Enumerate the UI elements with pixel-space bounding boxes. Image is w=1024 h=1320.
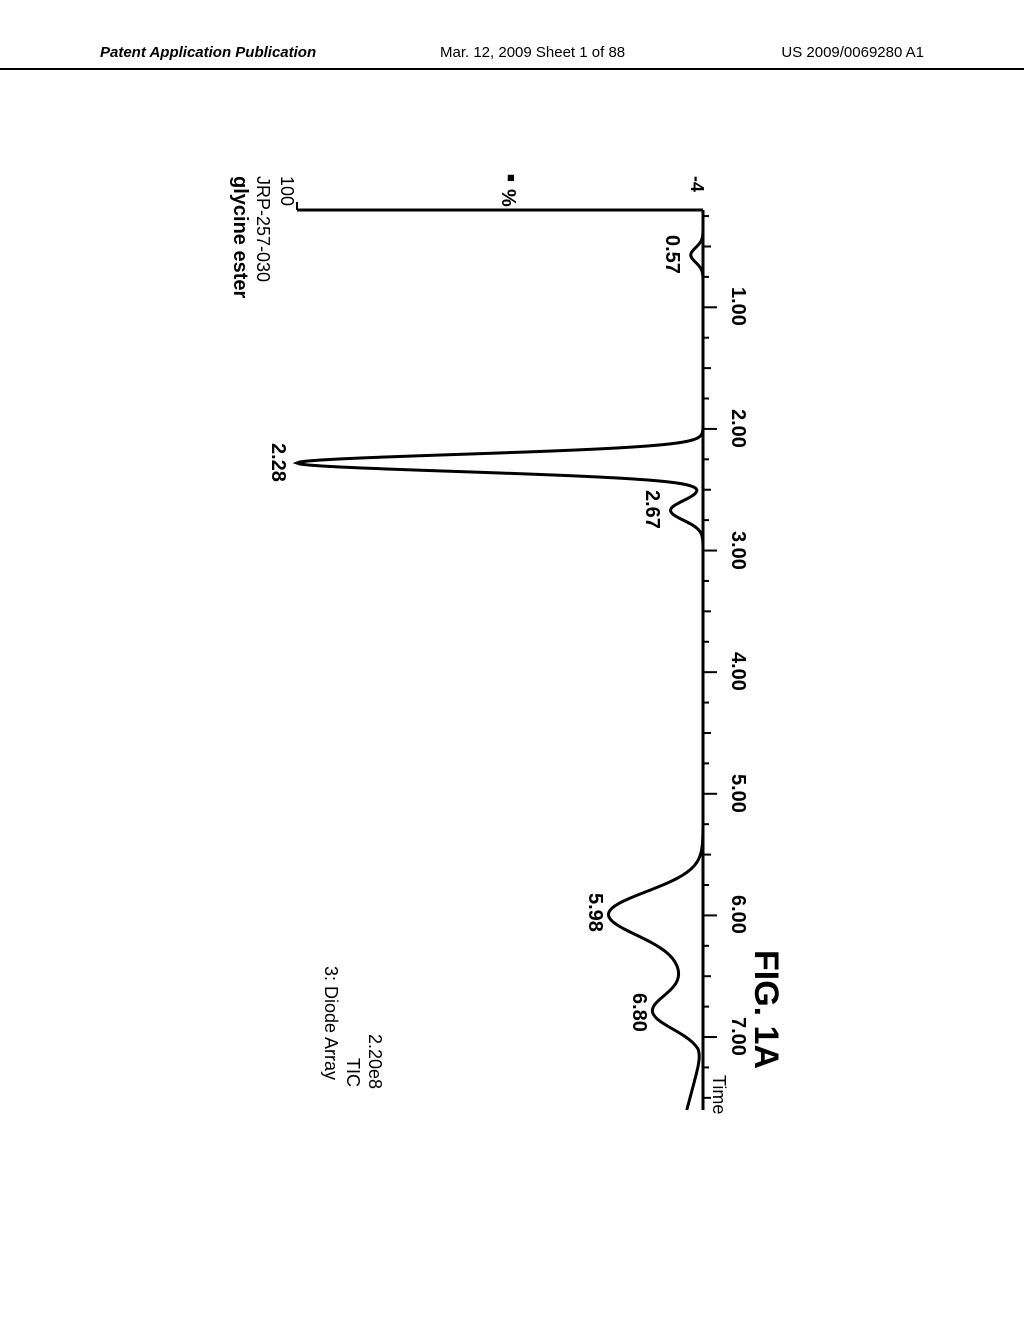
x-tick-label: 3.00 [726, 531, 749, 570]
chromatogram-figure: FIG. 1A glycine ester JRP-257-030 3: Dio… [237, 180, 797, 1130]
x-tick-label: 4.00 [726, 652, 749, 691]
detector-line-1: 3: Diode Array [320, 966, 341, 1080]
figure-label: FIG. 1A [746, 950, 785, 1069]
x-tick-label: 1.00 [726, 287, 749, 326]
sample-title-2: JRP-257-030 [252, 176, 273, 282]
y-axis-top: 100 [276, 176, 297, 206]
header-date-sheet: Mar. 12, 2009 Sheet 1 of 88 [440, 44, 625, 61]
header-publication: Patent Application Publication [100, 44, 316, 61]
x-tick-label: 5.00 [726, 774, 749, 813]
y-axis-bottom: -4 [686, 176, 707, 192]
peak-label: 6.80 [627, 993, 650, 1032]
y-axis-symbol: ■ [504, 174, 519, 182]
header-patent-number: US 2009/0069280 A1 [781, 44, 924, 61]
peak-label: 2.67 [640, 490, 663, 529]
peak-label: 5.98 [583, 893, 606, 932]
peak-label: 2.28 [266, 443, 289, 482]
page-header: Patent Application Publication Mar. 12, … [0, 42, 1024, 70]
x-tick-label: 2.00 [726, 409, 749, 448]
y-axis-mid: % [496, 189, 519, 207]
detector-line-3: 2.20e8 [364, 1034, 385, 1089]
sample-title-1: glycine ester [228, 176, 251, 298]
peak-label: 0.57 [660, 235, 683, 274]
detector-line-2: TIC [342, 1058, 363, 1087]
x-axis-label: Time [708, 1075, 729, 1114]
x-tick-label: 7.00 [726, 1017, 749, 1056]
x-tick-label: 6.00 [726, 895, 749, 934]
